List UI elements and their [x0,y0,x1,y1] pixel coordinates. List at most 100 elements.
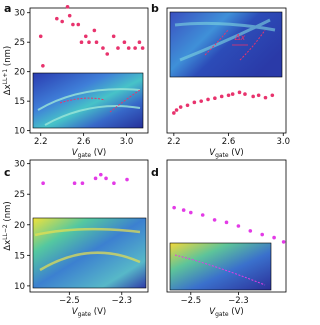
x-tick-label: 3.0 [120,137,134,147]
point [226,93,231,98]
point [185,103,190,108]
x-axis-label: Vgate (V) [209,148,244,159]
point [65,5,70,9]
y-label-symbol: Δx [3,84,13,95]
point [236,224,241,228]
point [104,176,108,181]
y-tick-label: 20 [14,221,25,231]
point [251,94,255,99]
x-label-symbol: V [72,148,79,158]
point [67,13,72,18]
heatmap-a [32,72,144,129]
annotation: Δx [234,33,245,42]
y-tick-label: 15 [14,97,25,107]
point [92,28,97,33]
point [76,22,81,27]
panel-label: d [151,166,159,179]
x-tick-label: 2.2 [34,137,48,147]
heatmap-feature [174,18,276,62]
y-label-superscript: LL+1 [2,69,9,85]
point [79,40,84,44]
point [200,213,205,217]
y-tick-label: 20 [14,68,25,78]
x-tick-label: 3.0 [276,137,290,147]
point [87,40,91,44]
point [41,63,45,68]
point [212,218,217,222]
x-label-unit: (V) [229,307,244,317]
point [248,229,253,233]
x-tick-label: 2.6 [222,137,236,147]
x-label-unit: (V) [91,148,106,158]
point [181,208,186,212]
point [41,181,45,186]
panel-label: c [4,166,11,179]
point [137,40,142,44]
heatmap-trace [59,89,141,113]
point [230,92,235,96]
point [93,176,98,181]
heatmap-trace [204,29,266,61]
x-axis-label: Vgate (V) [72,307,107,318]
point [99,172,103,177]
heatmap-feature [34,227,141,272]
x-tick-label: 2.6 [77,137,91,147]
point [272,235,276,240]
heatmap-d [169,242,272,291]
point [172,205,176,210]
point [55,16,59,21]
point [80,181,85,186]
x-label-subscript: gate [78,311,92,318]
point [112,181,116,186]
point [72,181,77,186]
x-label-symbol: V [209,148,216,158]
x-label-symbol: V [72,307,79,317]
point [206,97,210,102]
x-tick-label: 2.2 [167,137,181,147]
x-label-symbol: V [209,307,216,317]
point [122,40,127,44]
point [116,46,120,50]
panel-label: b [151,2,159,15]
point [172,111,176,115]
point [270,93,275,98]
y-tick-label: 15 [14,251,25,261]
axes-frame [166,7,287,134]
x-label-subscript: gate [78,152,92,159]
point [38,34,43,39]
x-label-unit: (V) [229,148,244,158]
x-label-subscript: gate [215,311,229,318]
point [178,105,183,109]
y-axis-label: ΔxLL+1 (nm) [2,46,13,95]
point [189,210,193,215]
y-label-symbol: Δx [3,240,13,251]
point [174,108,179,112]
point [199,99,203,103]
point [219,94,224,99]
point [83,34,88,39]
y-tick-label: 10 [14,282,25,292]
point [101,46,105,50]
point [125,177,129,182]
x-tick-label: −2.5 [59,296,80,306]
y-label-unit: (nm) [3,46,13,69]
y-tick-label: 25 [14,190,25,200]
point [256,93,261,98]
x-tick-label: −2.3 [111,296,132,306]
axes-frame [29,7,149,134]
axes-frame [166,159,287,293]
point [140,46,145,50]
y-axis-label: ΔxLL−2 (nm) [2,201,13,250]
y-label-superscript: LL−2 [2,224,9,240]
x-axis-label: Vgate (V) [72,148,107,159]
point [192,100,197,105]
point [133,46,137,50]
point [105,52,110,56]
x-label-subscript: gate [215,152,229,159]
heatmap-feature [37,88,141,126]
point [126,46,131,50]
x-tick-label: −2.3 [228,296,249,306]
y-tick-label: 10 [14,127,25,137]
point [260,232,265,237]
